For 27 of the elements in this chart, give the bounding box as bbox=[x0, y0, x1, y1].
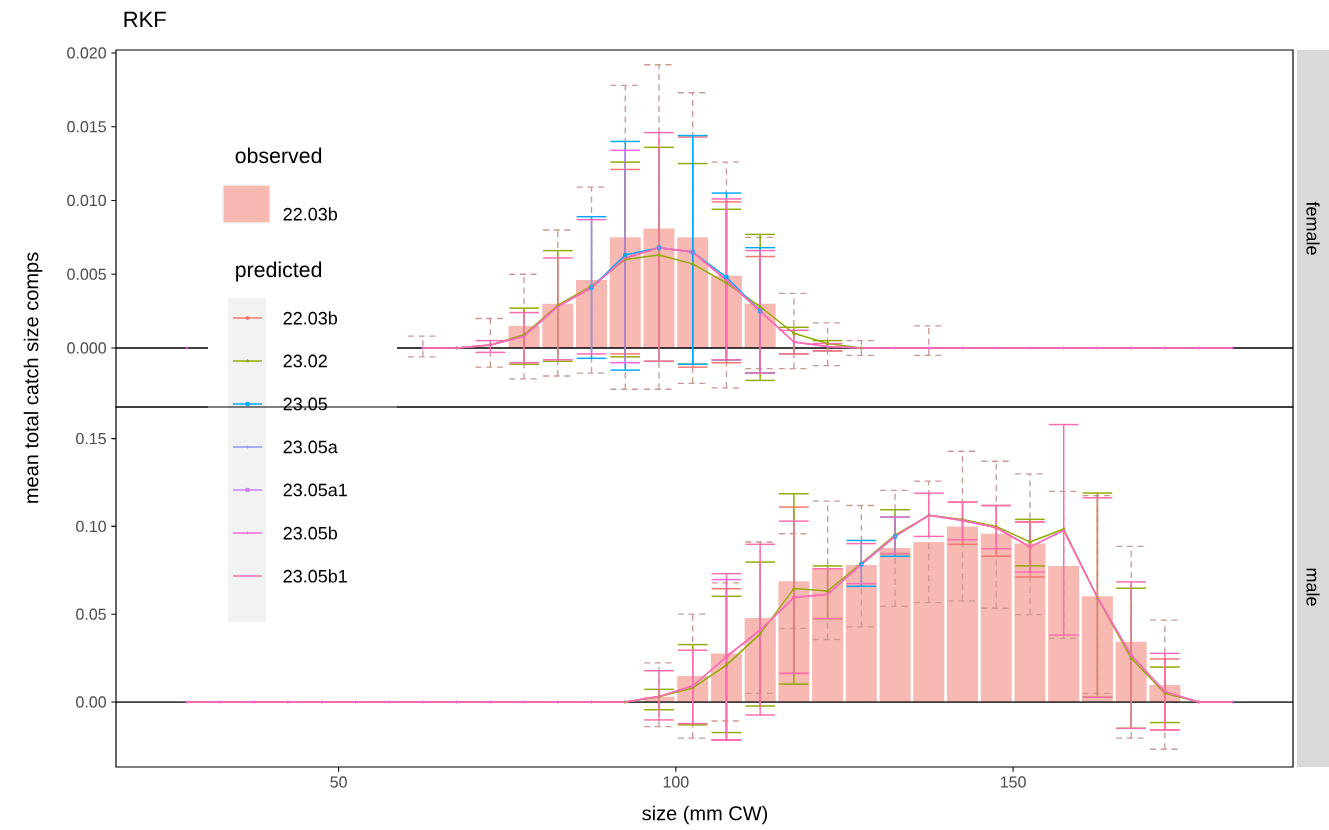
y-tick-label: 0.10 bbox=[76, 520, 107, 533]
chart-title: RKF bbox=[124, 11, 166, 27]
y-tick-label: 0.00 bbox=[76, 696, 107, 708]
text: female bbox=[1306, 201, 1320, 255]
legend-label: 23.05b bbox=[283, 526, 338, 540]
y-tick-label: 0.020 bbox=[67, 47, 107, 59]
legend-label: 23.05b1 bbox=[283, 569, 347, 583]
text: male bbox=[1306, 568, 1320, 606]
legend-label: 23.05a1 bbox=[283, 483, 347, 497]
y-tick-label: 0.15 bbox=[76, 432, 106, 445]
y-tick-label: 0.000 bbox=[67, 342, 107, 354]
x-axis-title: size (mm CW) bbox=[642, 805, 768, 825]
legend-label: 23.02 bbox=[283, 354, 327, 368]
legend-label: 23.05a bbox=[283, 440, 338, 454]
x-tick-label: 100 bbox=[663, 776, 689, 788]
x-tick-label: 150 bbox=[1000, 776, 1026, 788]
y-tick-label: 0.015 bbox=[67, 121, 106, 133]
legend-label: 23.05 bbox=[283, 397, 328, 411]
text: predicted bbox=[236, 261, 322, 282]
legend-label: 22.03b bbox=[283, 207, 338, 221]
legend-label: 22.03b bbox=[283, 311, 338, 325]
x-tick-label: 50 bbox=[330, 776, 347, 788]
y-tick-label: 0.005 bbox=[67, 268, 106, 280]
y-tick-label: 0.010 bbox=[67, 194, 107, 207]
y-axis-title: mean total catch size comps bbox=[23, 252, 43, 503]
text: observed bbox=[235, 147, 322, 164]
y-tick-label: 0.05 bbox=[76, 608, 106, 620]
